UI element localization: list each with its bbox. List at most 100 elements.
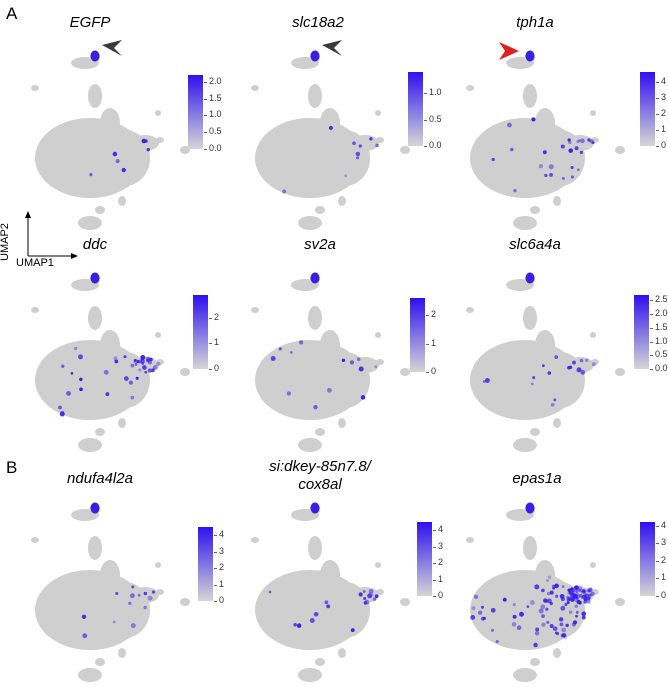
highlight-cluster (525, 272, 535, 284)
umap-cluster (298, 216, 322, 230)
expression-point (375, 143, 379, 148)
expression-point (356, 357, 361, 362)
expression-point (560, 144, 565, 149)
expression-point (546, 592, 551, 596)
expression-point (490, 628, 495, 632)
expression-point (374, 594, 379, 599)
expression-point (575, 611, 579, 614)
umap-cluster (400, 368, 410, 376)
expression-point (575, 596, 579, 600)
expression-point (574, 604, 579, 609)
expression-point (567, 138, 571, 142)
umap-cluster (523, 84, 537, 108)
gene-title: slc18a2 (292, 14, 344, 31)
expression-point (534, 584, 540, 590)
umap-cluster (553, 418, 561, 428)
expression-point (481, 605, 485, 609)
umap-cluster (251, 85, 259, 91)
expression-point (368, 588, 374, 594)
expression-point (113, 356, 118, 361)
umap-cluster (376, 359, 384, 365)
expression-point (591, 362, 596, 367)
expression-point (581, 611, 587, 617)
colorbar-tick-label: 0.0 (650, 363, 668, 373)
expression-point (567, 596, 573, 601)
expression-point (547, 371, 552, 375)
expression-point (560, 617, 563, 621)
colorbar (188, 75, 203, 149)
colorbar-tick-label: 2.5 (650, 294, 668, 305)
expression-point (484, 377, 490, 383)
expression-point (561, 585, 565, 589)
colorbar-tick-label: 0 (425, 366, 437, 376)
expression-point (362, 590, 366, 594)
umap-cluster (400, 146, 410, 154)
umap-cluster (376, 589, 384, 595)
expression-point (268, 590, 272, 594)
colorbar-tick-label: 2.0 (650, 308, 668, 319)
expression-point (553, 398, 557, 402)
expression-point (574, 585, 579, 590)
colorbar-tick-label: 1 (213, 578, 225, 589)
expression-point (123, 355, 127, 359)
expression-point (538, 608, 544, 614)
expression-point (550, 403, 555, 407)
umap-cluster (180, 598, 190, 606)
expression-point (568, 610, 573, 614)
expression-point (355, 151, 361, 157)
umap-plot (31, 502, 190, 682)
umap-cluster (88, 84, 102, 108)
colorbar-tick-label: 3 (432, 540, 444, 551)
expression-point (540, 604, 546, 610)
expression-point (583, 600, 587, 604)
expression-point (549, 172, 553, 177)
expression-point (372, 597, 377, 601)
expression-point (513, 189, 517, 193)
expression-point (79, 377, 83, 382)
umap2-label: UMAP2 (0, 223, 11, 261)
expression-point (549, 623, 554, 629)
gene-title: epas1a (512, 470, 562, 487)
umap-cluster (95, 428, 105, 436)
gene-title: slc6a4a (509, 236, 561, 253)
umap-cluster (530, 206, 540, 214)
dark-arrowhead (102, 40, 122, 56)
expression-point (546, 579, 549, 582)
umap-cluster (338, 418, 346, 428)
umap-cluster (155, 562, 161, 568)
expression-point (552, 626, 558, 631)
expression-point (516, 625, 522, 631)
expression-point (482, 380, 486, 383)
highlight-cluster (310, 502, 320, 514)
expression-point (534, 631, 540, 636)
panel-letter-b: B (6, 458, 18, 477)
expression-point (140, 355, 146, 360)
colorbar-tick-label: 4 (655, 75, 667, 86)
expression-point (568, 365, 573, 369)
expression-point (578, 139, 581, 142)
expression-point (66, 390, 71, 396)
expression-point (544, 173, 548, 178)
gene-title: sv2a (304, 236, 336, 253)
expression-point (581, 615, 586, 620)
expression-point (568, 148, 573, 153)
colorbar-tick-label: 0.5 (204, 126, 222, 137)
expression-point (576, 140, 580, 144)
expression-point (350, 628, 355, 633)
expression-point (369, 137, 373, 141)
highlight-cluster (90, 50, 100, 62)
expression-point (121, 167, 126, 173)
expression-point (130, 363, 135, 368)
umap-cluster (351, 357, 379, 373)
umap-axis-arrows (25, 211, 78, 259)
expression-point (138, 368, 142, 372)
colorbar-tick-label: 0 (213, 595, 225, 605)
umap-cluster (315, 428, 325, 436)
umap-cluster (118, 418, 126, 428)
expression-point (573, 620, 578, 625)
umap-cluster (180, 368, 190, 376)
expression-point (356, 156, 360, 160)
expression-point (105, 392, 110, 397)
expression-point (543, 598, 548, 603)
expression-point (79, 387, 83, 392)
